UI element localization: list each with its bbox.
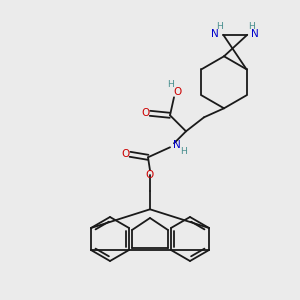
Text: O: O — [121, 149, 129, 159]
Text: N: N — [173, 140, 181, 150]
Text: H: H — [168, 80, 174, 89]
Text: H: H — [181, 147, 188, 156]
Text: N: N — [212, 29, 219, 39]
Text: O: O — [141, 108, 149, 118]
Text: N: N — [251, 29, 259, 39]
Text: O: O — [146, 170, 154, 180]
Text: H: H — [216, 22, 223, 31]
Text: H: H — [248, 22, 255, 31]
Text: O: O — [174, 87, 182, 97]
